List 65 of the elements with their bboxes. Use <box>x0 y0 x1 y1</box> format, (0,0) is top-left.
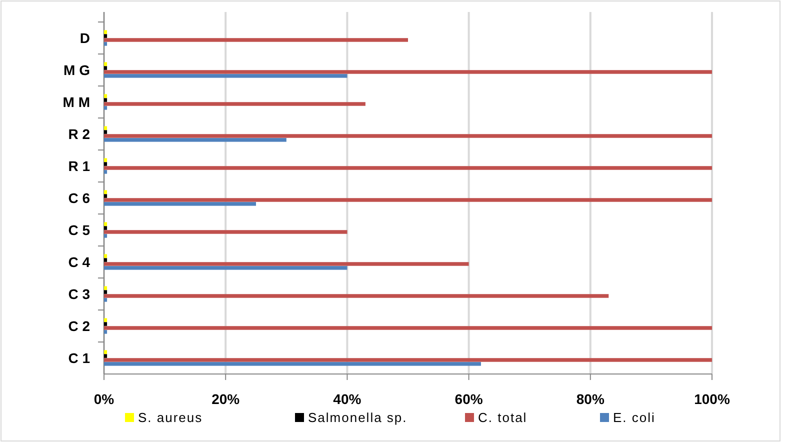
y-tick-label: C 1 <box>68 350 90 366</box>
y-tick-label: M G <box>64 62 90 78</box>
bar <box>104 198 712 202</box>
bar <box>104 34 108 38</box>
bar <box>104 38 408 42</box>
legend-label: E. coli <box>613 410 656 425</box>
bar <box>104 358 712 362</box>
y-tick-label: R 1 <box>68 158 90 174</box>
x-tick-label: 100% <box>694 391 730 407</box>
x-tick-label: 60% <box>454 391 484 407</box>
bar <box>104 70 712 74</box>
bar <box>104 290 108 294</box>
bar <box>104 134 712 138</box>
bar <box>104 42 108 46</box>
y-tick-label: C 5 <box>68 222 90 238</box>
legend-label: S. aureus <box>138 410 203 425</box>
bar <box>104 226 108 230</box>
bar <box>104 262 469 266</box>
bar <box>104 190 108 194</box>
bar <box>104 258 108 262</box>
bar <box>104 294 609 298</box>
bar <box>104 202 256 206</box>
y-tick-label: C 3 <box>68 286 90 302</box>
bar <box>104 98 108 102</box>
bar <box>104 170 108 174</box>
bar <box>104 106 108 110</box>
bar <box>104 234 108 238</box>
y-tick-label: R 2 <box>68 126 90 142</box>
bar <box>104 266 348 270</box>
bar <box>104 194 108 198</box>
bar <box>104 102 366 106</box>
bar <box>104 362 481 366</box>
x-tick-label: 0% <box>94 391 115 407</box>
bar <box>104 138 286 142</box>
bar <box>104 318 108 322</box>
bar <box>104 166 712 170</box>
bar <box>104 94 108 98</box>
bar <box>104 158 108 162</box>
bar <box>104 326 712 330</box>
bar <box>104 354 108 358</box>
bar <box>104 330 108 334</box>
bar <box>104 286 108 290</box>
x-tick-label: 20% <box>212 391 240 407</box>
x-tick-label: 80% <box>576 391 605 407</box>
bar <box>104 322 108 326</box>
y-tick-label: C 4 <box>68 254 90 270</box>
legend-label: C. total <box>478 410 528 425</box>
bar <box>104 130 108 134</box>
bar <box>104 222 108 226</box>
bar <box>104 30 108 34</box>
y-tick-label: C 2 <box>68 318 90 334</box>
x-tick-label: 40% <box>333 391 362 407</box>
y-tick-label: M M <box>62 94 90 110</box>
bar <box>104 298 108 302</box>
bar <box>104 126 108 130</box>
bar <box>104 230 348 234</box>
y-tick-label: C 6 <box>68 190 90 206</box>
bar <box>104 350 108 354</box>
bar <box>104 254 108 258</box>
legend-label: Salmonella sp. <box>308 410 408 425</box>
bar <box>104 62 108 66</box>
bar <box>104 74 348 78</box>
bar <box>104 162 108 166</box>
y-tick-label: D <box>80 30 90 46</box>
bar <box>104 66 108 70</box>
